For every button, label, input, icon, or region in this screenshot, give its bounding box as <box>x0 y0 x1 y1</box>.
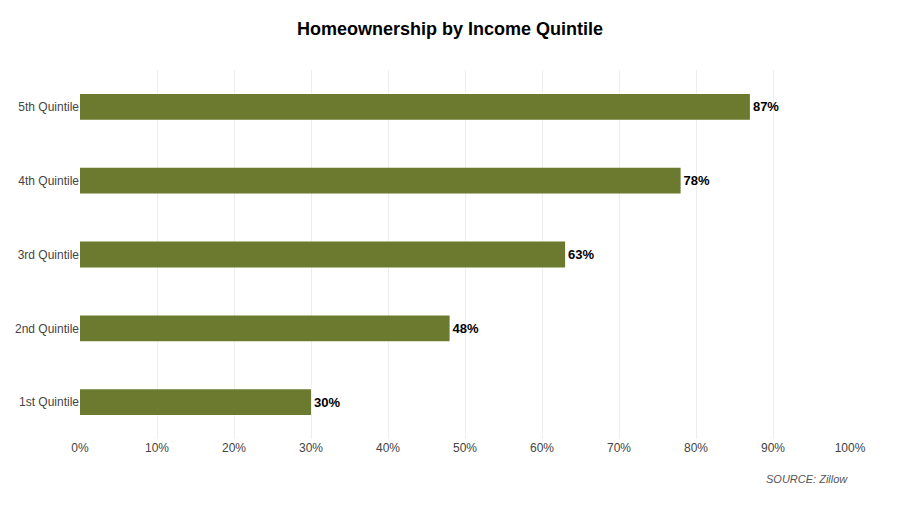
svg-text:3rd Quintile: 3rd Quintile <box>18 248 80 262</box>
svg-text:5th Quintile: 5th Quintile <box>18 100 79 114</box>
svg-text:100%: 100% <box>835 441 866 455</box>
svg-text:1st Quintile: 1st Quintile <box>19 395 79 409</box>
svg-text:30%: 30% <box>299 441 323 455</box>
svg-text:90%: 90% <box>761 441 785 455</box>
svg-text:40%: 40% <box>376 441 400 455</box>
svg-text:10%: 10% <box>145 441 169 455</box>
svg-text:78%: 78% <box>684 173 710 188</box>
svg-text:0%: 0% <box>71 441 89 455</box>
svg-text:63%: 63% <box>568 247 594 262</box>
svg-text:50%: 50% <box>453 441 477 455</box>
svg-text:30%: 30% <box>314 395 340 410</box>
svg-text:Homeownership by Income Quinti: Homeownership by Income Quintile <box>297 19 603 39</box>
svg-text:60%: 60% <box>530 441 554 455</box>
svg-text:4th Quintile: 4th Quintile <box>18 174 79 188</box>
svg-text:87%: 87% <box>753 99 779 114</box>
svg-text:48%: 48% <box>453 321 479 336</box>
svg-text:80%: 80% <box>684 441 708 455</box>
svg-text:70%: 70% <box>607 441 631 455</box>
svg-text:20%: 20% <box>222 441 246 455</box>
svg-text:SOURCE: Zillow: SOURCE: Zillow <box>766 473 848 485</box>
svg-text:2nd Quintile: 2nd Quintile <box>15 322 79 336</box>
